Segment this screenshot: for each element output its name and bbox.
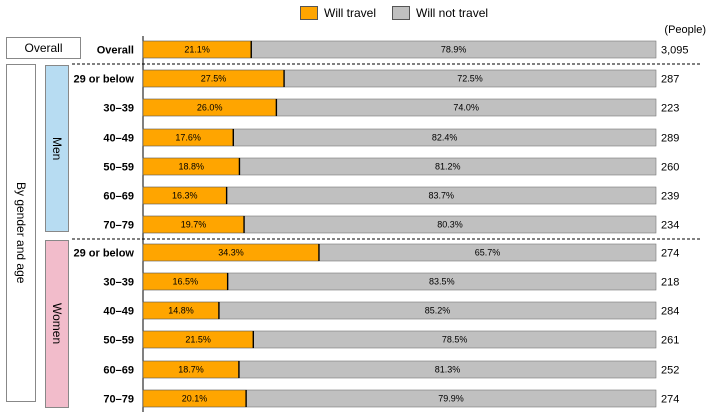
legend-label-will-travel: Will travel: [324, 6, 377, 20]
category-label: 29 or below: [73, 248, 134, 260]
legend-label-will-not-travel: Will not travel: [416, 6, 489, 20]
data-label-will-not-travel: 72.5%: [457, 74, 483, 84]
count-label: 3,095: [661, 45, 689, 57]
data-label-will-travel: 21.5%: [185, 335, 211, 345]
data-label-will-travel: 18.8%: [178, 162, 204, 172]
data-label-will-travel: 16.3%: [172, 191, 198, 201]
data-label-will-travel: 20.1%: [182, 394, 208, 404]
category-label: 30–39: [103, 103, 134, 115]
data-label-will-travel: 26.0%: [197, 103, 223, 113]
legend-item-will-not-travel: Will not travel: [392, 6, 488, 20]
category-label: 50–59: [103, 162, 134, 174]
women-group-label: Women: [45, 240, 69, 408]
category-label: 40–49: [103, 133, 134, 145]
data-label-will-not-travel: 74.0%: [453, 103, 479, 113]
category-label: 60–69: [103, 365, 134, 377]
overall-side-label-text: Overall: [24, 41, 63, 55]
data-label-will-travel: 27.5%: [201, 74, 227, 84]
legend-swatch-will-not-travel: [392, 6, 411, 20]
category-label: 29 or below: [73, 74, 134, 86]
data-label-will-not-travel: 83.7%: [429, 191, 455, 201]
data-label-will-travel: 16.5%: [173, 277, 199, 287]
category-label: Overall: [97, 45, 134, 57]
category-label: 30–39: [103, 277, 134, 289]
category-label: 70–79: [103, 220, 134, 232]
data-label-will-not-travel: 81.3%: [435, 365, 461, 375]
data-label-will-not-travel: 81.2%: [435, 162, 461, 172]
data-label-will-not-travel: 83.5%: [429, 277, 455, 287]
legend: Will travel Will not travel: [300, 4, 504, 22]
count-label: 289: [661, 133, 679, 145]
men-group-label-text: Men: [50, 136, 64, 161]
count-label: 287: [661, 74, 679, 86]
category-label: 50–59: [103, 335, 134, 347]
data-label-will-not-travel: 85.2%: [425, 306, 451, 316]
count-label: 261: [661, 335, 679, 347]
data-label-will-travel: 17.6%: [175, 133, 201, 143]
women-group-label-text: Women: [50, 303, 64, 345]
legend-item-will-travel: Will travel: [300, 6, 376, 20]
count-label: 239: [661, 191, 679, 203]
count-label: 223: [661, 103, 679, 115]
unit-label: (People): [664, 24, 706, 36]
data-label-will-not-travel: 79.9%: [438, 394, 464, 404]
data-label-will-travel: 19.7%: [181, 220, 207, 230]
count-label: 274: [661, 248, 679, 260]
men-group-label: Men: [45, 65, 69, 232]
by-gender-age-side-label: By gender and age: [6, 64, 36, 402]
data-label-will-not-travel: 82.4%: [432, 133, 458, 143]
by-gender-age-side-label-text: By gender and age: [14, 182, 28, 284]
data-label-will-not-travel: 78.5%: [442, 335, 468, 345]
category-label: 60–69: [103, 191, 134, 203]
legend-swatch-will-travel: [300, 6, 318, 20]
count-label: 260: [661, 162, 679, 174]
count-label: 252: [661, 365, 679, 377]
data-label-will-travel: 18.7%: [178, 365, 204, 375]
count-label: 218: [661, 277, 679, 289]
count-label: 274: [661, 394, 679, 406]
overall-side-label: Overall: [6, 37, 81, 59]
category-label: 70–79: [103, 394, 134, 406]
data-label-will-travel: 21.1%: [184, 45, 210, 55]
count-label: 234: [661, 220, 679, 232]
data-label-will-travel: 14.8%: [168, 306, 194, 316]
data-label-will-not-travel: 78.9%: [441, 45, 467, 55]
data-label-will-not-travel: 65.7%: [475, 248, 501, 258]
data-label-will-not-travel: 80.3%: [437, 220, 463, 230]
data-label-will-travel: 34.3%: [218, 248, 244, 258]
count-label: 284: [661, 306, 679, 318]
category-label: 40–49: [103, 306, 134, 318]
